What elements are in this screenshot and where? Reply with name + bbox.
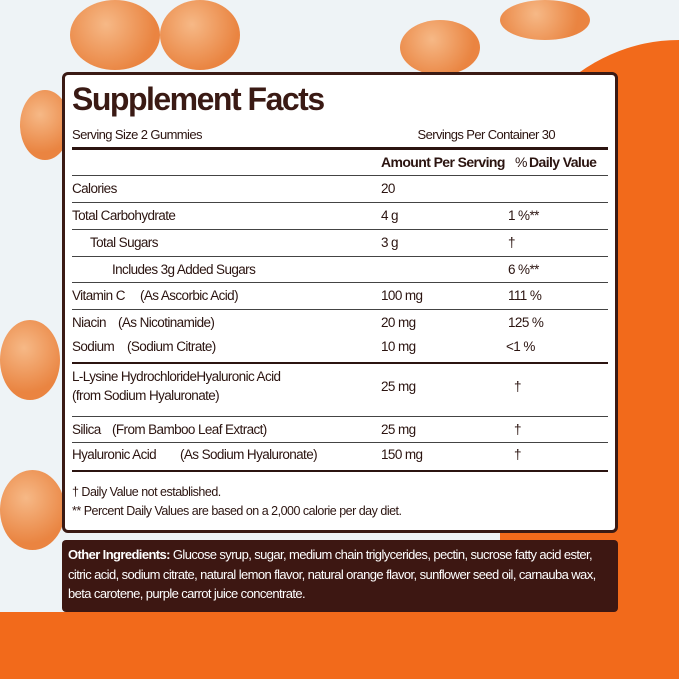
nutrient-dv: 1 %** — [508, 208, 539, 223]
servings-per-container: Servings Per Container 30 — [417, 127, 556, 142]
supplement-facts-panel: Supplement Facts Serving Size 2 Gummies … — [62, 72, 618, 533]
nutrient-name: Calories — [72, 181, 117, 196]
nutrient-name: Hyaluronic Acid — [72, 447, 157, 462]
gummy-image — [500, 0, 590, 40]
nutrient-source: (From Bamboo Leaf Extract) — [112, 422, 267, 437]
nutrient-source: (As Ascorbic Acid) — [140, 288, 239, 303]
nutrient-name: Sodium — [72, 339, 115, 354]
gummy-image — [0, 320, 60, 400]
nutrient-amount: 150 mg — [381, 447, 423, 462]
nutrient-dv: † — [508, 235, 516, 250]
table-row: Calories 20 — [72, 175, 608, 203]
nutrient-name: Vitamin C — [72, 288, 125, 303]
serving-size: Serving Size 2 Gummies — [72, 127, 202, 142]
background-orange-band — [0, 612, 679, 679]
nutrient-source: (As Nicotinamide) — [118, 315, 215, 330]
table-row: Silica (From Bamboo Leaf Extract) 25 mg … — [72, 416, 608, 443]
dv-pct-header: % — [515, 154, 527, 170]
amount-header: Amount Per Serving — [381, 154, 505, 170]
nutrient-source: (Sodium Citrate) — [127, 339, 216, 354]
table-row: Total Carbohydrate 4 g 1 %** — [72, 202, 608, 230]
table-row: Hyaluronic Acid (As Sodium Hyaluronate) … — [72, 442, 608, 471]
panel-title: Supplement Facts — [72, 81, 325, 117]
gummy-image — [160, 0, 240, 70]
table-row: L-Lysine HydrochlorideHyaluronic Acid (f… — [72, 362, 608, 416]
dv-header: Daily Value — [529, 154, 597, 170]
gummy-image — [20, 90, 70, 160]
nutrient-amount: 25 mg — [381, 379, 416, 394]
other-ingredients: Other Ingredients: Glucose syrup, sugar,… — [62, 540, 618, 612]
table-row: Sodium (Sodium Citrate) 10 mg <1 % — [72, 335, 608, 362]
nutrient-name: Silica — [72, 422, 101, 437]
nutrient-source: (As Sodium Hyaluronate) — [180, 447, 318, 462]
nutrient-name: Total Carbohydrate — [72, 208, 176, 223]
nutrient-dv: † — [514, 447, 522, 462]
table-row: Total Sugars 3 g † — [72, 229, 608, 257]
nutrient-dv: † — [514, 422, 522, 437]
other-ingredients-text: Glucose syrup, sugar, medium chain trigl… — [68, 547, 596, 601]
nutrient-amount: 100 mg — [381, 288, 423, 303]
gummy-image — [70, 0, 160, 70]
nutrient-dv: 6 %** — [508, 262, 539, 277]
nutrient-name: L-Lysine HydrochlorideHyaluronic Acid — [72, 369, 281, 384]
nutrient-name: Total Sugars — [90, 235, 158, 250]
nutrient-amount: 10 mg — [381, 339, 416, 354]
nutrient-amount: 3 g — [381, 235, 399, 250]
table-row: Vitamin C (As Ascorbic Acid) 100 mg 111 … — [72, 282, 608, 310]
nutrient-name: Includes 3g Added Sugars — [112, 262, 256, 277]
nutrient-name: Niacin — [72, 315, 107, 330]
footnote-dagger: † Daily Value not established. — [72, 485, 221, 499]
divider — [72, 147, 608, 150]
gummy-image — [0, 470, 65, 550]
nutrient-dv: † — [514, 379, 522, 394]
divider — [72, 470, 608, 472]
nutrient-amount: 25 mg — [381, 422, 416, 437]
nutrient-amount: 4 g — [381, 208, 399, 223]
table-row: Includes 3g Added Sugars 6 %** — [72, 256, 608, 283]
footnote-asterisks: ** Percent Daily Values are based on a 2… — [72, 504, 402, 518]
column-header-row: Amount Per Serving % Daily Value — [72, 151, 608, 175]
table-row: Niacin (As Nicotinamide) 20 mg 125 % — [72, 309, 608, 336]
other-ingredients-label: Other Ingredients: — [68, 547, 170, 562]
gummy-image — [400, 20, 480, 75]
nutrient-amount: 20 mg — [381, 315, 416, 330]
nutrient-source: (from Sodium Hyaluronate) — [72, 388, 220, 403]
nutrient-dv: 111 % — [508, 288, 542, 303]
nutrient-dv: <1 % — [506, 339, 535, 354]
nutrient-dv: 125 % — [508, 315, 544, 330]
nutrient-amount: 20 — [381, 181, 395, 196]
